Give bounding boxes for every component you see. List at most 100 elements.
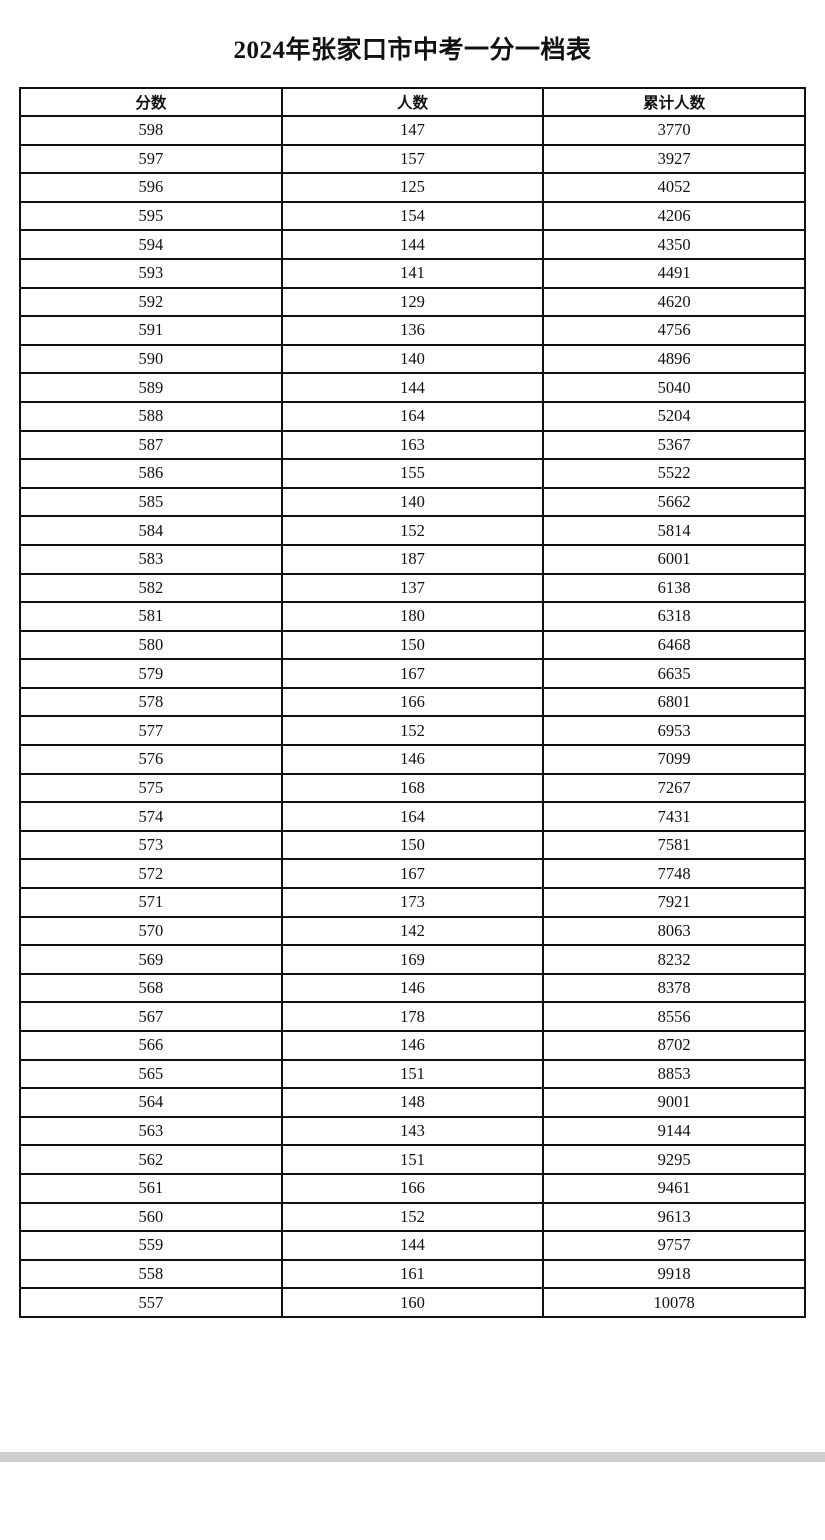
- cell-count: 167: [280, 858, 545, 890]
- header-count: 人数: [280, 87, 545, 117]
- table-row: 580 150 6468: [19, 629, 806, 661]
- cell-count: 143: [280, 1115, 545, 1147]
- cell-count: 164: [280, 400, 545, 432]
- table-row: 565 151 8853: [19, 1058, 806, 1090]
- cell-count: 141: [280, 257, 545, 289]
- table-row: 584 152 5814: [19, 515, 806, 546]
- cell-cumulative: 4052: [542, 172, 806, 203]
- cell-cumulative: 5662: [542, 486, 806, 518]
- cell-count: 151: [280, 1058, 545, 1090]
- cell-score: 563: [19, 1115, 283, 1147]
- cell-count: 166: [280, 1172, 545, 1204]
- cell-count: 168: [280, 772, 545, 804]
- cell-count: 150: [280, 629, 545, 661]
- cell-cumulative: 10078: [542, 1287, 806, 1318]
- cell-cumulative: 4896: [542, 343, 806, 375]
- table-row: 570 142 8063: [19, 915, 806, 947]
- cell-cumulative: 6953: [542, 715, 806, 747]
- cell-count: 163: [280, 429, 545, 461]
- cell-score: 595: [19, 200, 283, 232]
- table-row: 573 150 7581: [19, 829, 806, 861]
- cell-score: 560: [19, 1201, 283, 1233]
- scroll-divider-bar: [0, 1452, 825, 1462]
- cell-count: 148: [280, 1087, 545, 1118]
- cell-cumulative: 9613: [542, 1201, 806, 1233]
- cell-count: 146: [280, 1030, 545, 1061]
- table-row: 579 167 6635: [19, 658, 806, 689]
- table-row: 562 151 9295: [19, 1144, 806, 1175]
- cell-cumulative: 6318: [542, 601, 806, 632]
- table-row: 594 144 4350: [19, 229, 806, 260]
- cell-cumulative: 6801: [542, 686, 806, 718]
- table-row: 593 141 4491: [19, 257, 806, 289]
- cell-score: 562: [19, 1144, 283, 1175]
- cell-score: 575: [19, 772, 283, 804]
- cell-cumulative: 6468: [542, 629, 806, 661]
- cell-cumulative: 7431: [542, 801, 806, 832]
- cell-count: 147: [280, 115, 545, 146]
- cell-score: 569: [19, 944, 283, 975]
- cell-score: 584: [19, 515, 283, 546]
- cell-score: 590: [19, 343, 283, 375]
- cell-cumulative: 5040: [542, 372, 806, 403]
- table-row: 583 187 6001: [19, 543, 806, 575]
- cell-count: 164: [280, 801, 545, 832]
- cell-cumulative: 8378: [542, 972, 806, 1004]
- table-row: 575 168 7267: [19, 772, 806, 804]
- cell-score: 573: [19, 829, 283, 861]
- cell-cumulative: 9918: [542, 1258, 806, 1290]
- cell-count: 140: [280, 486, 545, 518]
- table-row: 571 173 7921: [19, 887, 806, 918]
- table-row: 591 136 4756: [19, 315, 806, 346]
- cell-score: 585: [19, 486, 283, 518]
- table-row: 569 169 8232: [19, 944, 806, 975]
- cell-cumulative: 7921: [542, 887, 806, 918]
- table-row: 557 160 10078: [19, 1287, 806, 1318]
- table-row: 558 161 9918: [19, 1258, 806, 1290]
- cell-score: 559: [19, 1230, 283, 1261]
- cell-count: 142: [280, 915, 545, 947]
- cell-count: 140: [280, 343, 545, 375]
- cell-count: 146: [280, 744, 545, 775]
- cell-score: 570: [19, 915, 283, 947]
- cell-cumulative: 9461: [542, 1172, 806, 1204]
- cell-cumulative: 7581: [542, 829, 806, 861]
- cell-score: 583: [19, 543, 283, 575]
- table-row: 597 157 3927: [19, 143, 806, 175]
- cell-count: 154: [280, 200, 545, 232]
- cell-count: 160: [280, 1287, 545, 1318]
- table-row: 566 146 8702: [19, 1030, 806, 1061]
- table-row: 588 164 5204: [19, 400, 806, 432]
- cell-cumulative: 8232: [542, 944, 806, 975]
- table-row: 567 178 8556: [19, 1001, 806, 1032]
- cell-score: 591: [19, 315, 283, 346]
- cell-count: 152: [280, 715, 545, 747]
- cell-count: 150: [280, 829, 545, 861]
- header-cumulative: 累计人数: [542, 87, 806, 117]
- cell-score: 586: [19, 458, 283, 489]
- cell-count: 167: [280, 658, 545, 689]
- cell-count: 125: [280, 172, 545, 203]
- cell-count: 187: [280, 543, 545, 575]
- cell-count: 136: [280, 315, 545, 346]
- cell-cumulative: 7099: [542, 744, 806, 775]
- cell-cumulative: 6001: [542, 543, 806, 575]
- cell-cumulative: 8063: [542, 915, 806, 947]
- cell-score: 565: [19, 1058, 283, 1090]
- table-row: 595 154 4206: [19, 200, 806, 232]
- cell-score: 589: [19, 372, 283, 403]
- cell-score: 581: [19, 601, 283, 632]
- cell-count: 180: [280, 601, 545, 632]
- table-row: 564 148 9001: [19, 1087, 806, 1118]
- cell-score: 587: [19, 429, 283, 461]
- cell-score: 580: [19, 629, 283, 661]
- cell-score: 598: [19, 115, 283, 146]
- cell-cumulative: 5814: [542, 515, 806, 546]
- table-row: 596 125 4052: [19, 172, 806, 203]
- table-row: 568 146 8378: [19, 972, 806, 1004]
- table-row: 561 166 9461: [19, 1172, 806, 1204]
- cell-cumulative: 8702: [542, 1030, 806, 1061]
- table-row: 559 144 9757: [19, 1230, 806, 1261]
- cell-count: 144: [280, 229, 545, 260]
- cell-score: 564: [19, 1087, 283, 1118]
